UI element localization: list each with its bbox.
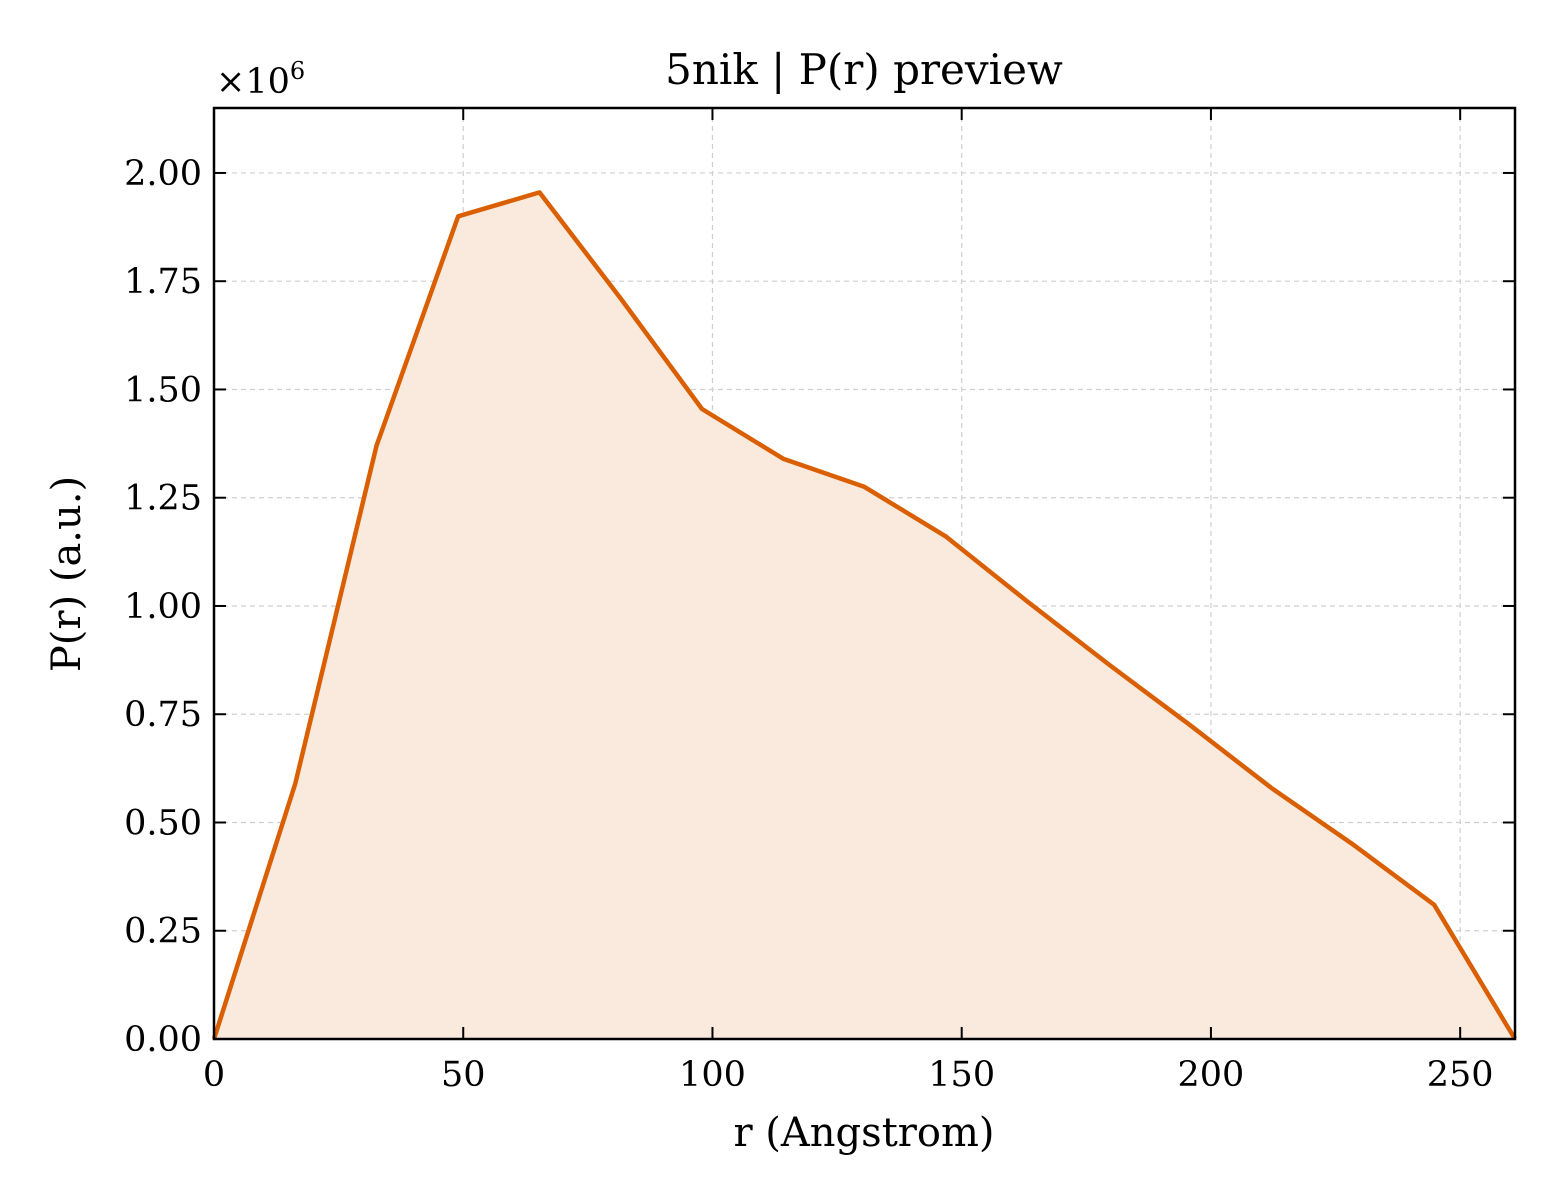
y-multiplier-base: ×10 (216, 62, 290, 102)
x-tick-label: 100 (679, 1055, 746, 1095)
area-fill (214, 192, 1515, 1039)
y-tick-label: 0.00 (124, 1020, 202, 1060)
y-axis-label: P(r) (a.u.) (44, 476, 90, 672)
y-multiplier-exponent: 6 (290, 57, 305, 85)
x-tick-label: 150 (928, 1055, 995, 1095)
y-tick-label: 1.25 (124, 479, 202, 519)
y-tick-label: 0.25 (124, 912, 202, 952)
series-line (211, 190, 1517, 1041)
chart-title: 5nik | P(r) preview (665, 45, 1063, 94)
x-tick-label: 200 (1178, 1055, 1245, 1095)
y-multiplier: ×106 (216, 57, 305, 102)
x-tick-label: 0 (203, 1055, 225, 1095)
y-ticks: 0.00 0.25 0.50 0.75 1.00 1.25 1.50 1.75 2.00 (124, 154, 1515, 1060)
y-tick-label: 0.50 (124, 803, 202, 843)
y-tick-label: 2.00 (124, 154, 202, 194)
x-ticks: 0 50 100 150 200 250 (203, 108, 1494, 1095)
y-tick-label: 1.50 (124, 370, 202, 410)
y-tick-label: 0.75 (124, 695, 202, 735)
x-tick-label: 50 (441, 1055, 486, 1095)
plot-frame (212, 106, 1517, 1041)
x-axis-label: r (Angstrom) (733, 1110, 994, 1156)
x-tick-label: 250 (1427, 1055, 1494, 1095)
y-tick-label: 1.00 (124, 587, 202, 627)
y-tick-label: 1.75 (124, 262, 202, 302)
